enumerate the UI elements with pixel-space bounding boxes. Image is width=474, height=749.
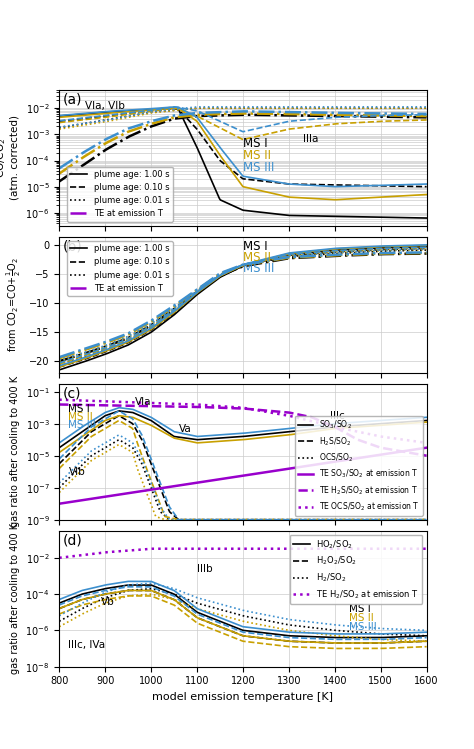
Text: (a): (a): [63, 93, 82, 106]
Text: MS II: MS II: [348, 613, 374, 623]
Text: (b): (b): [63, 240, 82, 253]
Y-axis label: corresp. log $fO_2$
from CO$_2$=CO+$\frac{1}{2}$O$_2$: corresp. log $fO_2$ from CO$_2$=CO+$\fra…: [0, 258, 24, 352]
Text: IIIb: IIIb: [197, 564, 213, 574]
Legend: HO$_2$/SO$_2$, H$_2$O$_2$/SO$_2$, H$_2$/SO$_2$, TE H$_2$/SO$_2$ at emission T: HO$_2$/SO$_2$, H$_2$O$_2$/SO$_2$, H$_2$/…: [290, 535, 422, 604]
Legend: plume age: 1.00 s, plume age: 0.10 s, plume age: 0.01 s, TE at emission T: plume age: 1.00 s, plume age: 0.10 s, pl…: [67, 166, 173, 222]
Text: (c): (c): [63, 386, 82, 401]
Text: MS II: MS II: [243, 251, 271, 264]
Text: MS III: MS III: [243, 162, 274, 175]
Legend: plume age: 1.00 s, plume age: 0.10 s, plume age: 0.01 s, TE at emission T: plume age: 1.00 s, plume age: 0.10 s, pl…: [67, 241, 173, 296]
Text: IIIc: IIIc: [330, 411, 345, 421]
Text: IIIa: IIIa: [302, 134, 318, 145]
Text: Vb: Vb: [100, 597, 114, 607]
Text: VIb: VIb: [68, 467, 85, 477]
Legend: SO$_3$/SO$_2$, H$_2$S/SO$_2$, OCS/SO$_2$, TE SO$_3$/SO$_2$ at emission T, TE H$_: SO$_3$/SO$_2$, H$_2$S/SO$_2$, OCS/SO$_2$…: [295, 416, 423, 516]
Text: MS II: MS II: [68, 413, 93, 422]
Text: MS III: MS III: [243, 262, 274, 275]
Text: Va: Va: [179, 424, 191, 434]
Y-axis label: gas ratio after cooling to 400 K: gas ratio after cooling to 400 K: [10, 376, 20, 527]
Y-axis label: gas ratio after cooling to 400 K: gas ratio after cooling to 400 K: [10, 523, 20, 674]
Text: MS III: MS III: [68, 420, 96, 431]
Text: MS I: MS I: [243, 240, 267, 253]
Text: MS I: MS I: [68, 404, 90, 414]
Text: MS I: MS I: [243, 137, 267, 150]
Text: (d): (d): [63, 533, 82, 548]
Text: VIa: VIa: [135, 397, 152, 407]
Text: VIa, VIb: VIa, VIb: [84, 102, 124, 112]
Text: MS I: MS I: [348, 604, 370, 614]
Text: IIIc, IVa: IIIc, IVa: [68, 640, 106, 650]
Y-axis label: CO/CO$_2$
(atm. corrected): CO/CO$_2$ (atm. corrected): [0, 115, 20, 201]
Text: MS III: MS III: [348, 622, 376, 632]
X-axis label: model emission temperature [K]: model emission temperature [K]: [153, 692, 333, 702]
Text: MS II: MS II: [243, 149, 271, 163]
